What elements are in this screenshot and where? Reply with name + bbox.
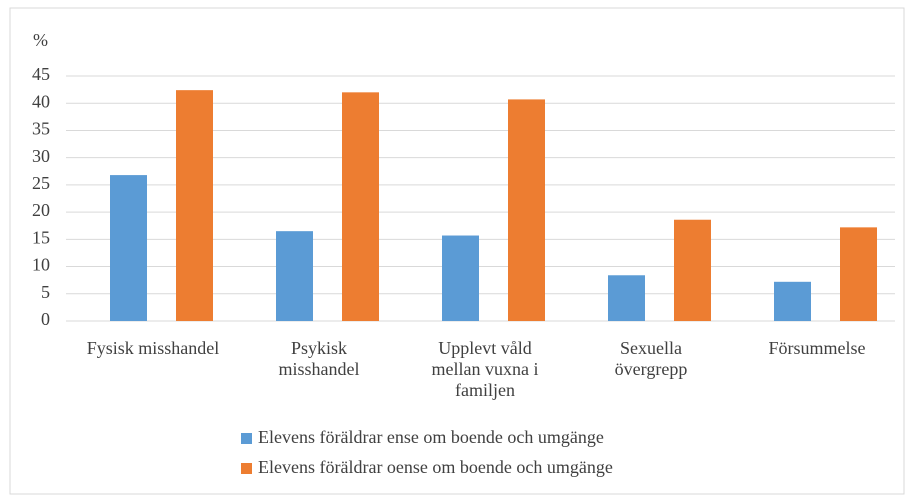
y-tick-label: 10 — [32, 255, 50, 275]
bar — [608, 275, 645, 321]
x-tick-label: Sexuella övergrepp — [614, 338, 688, 379]
bar — [508, 99, 545, 322]
legend-label: Elevens föräldrar ense om boende och umg… — [258, 427, 604, 447]
y-tick-label: 35 — [32, 119, 50, 139]
y-tick-label: 30 — [32, 146, 50, 166]
x-tick-label: Upplevt våld mellan vuxna i familjen — [431, 338, 539, 400]
bar — [276, 231, 313, 321]
bar — [176, 90, 213, 322]
y-tick-label: 45 — [32, 64, 50, 84]
bar — [342, 92, 379, 321]
x-tick-label: Psykisk misshandel — [278, 338, 360, 379]
y-tick-label: 15 — [32, 227, 50, 247]
y-tick-label: 0 — [41, 309, 50, 329]
bar — [674, 219, 711, 321]
legend-swatch — [241, 463, 252, 474]
bar — [110, 175, 147, 321]
x-tick-label: Försummelse — [768, 338, 866, 358]
legend-swatch — [241, 433, 252, 444]
bar — [774, 281, 811, 321]
bar — [442, 235, 479, 321]
y-axis-label: % — [33, 30, 48, 50]
legend-label: Elevens föräldrar oense om boende och um… — [258, 457, 613, 477]
bar — [840, 227, 877, 321]
y-tick-label: 5 — [41, 282, 50, 302]
y-tick-label: 20 — [32, 200, 50, 220]
y-tick-label: 40 — [32, 91, 50, 111]
y-tick-label: 25 — [32, 173, 50, 193]
chart-border — [9, 7, 905, 495]
x-tick-label: Fysisk misshandel — [86, 338, 220, 358]
